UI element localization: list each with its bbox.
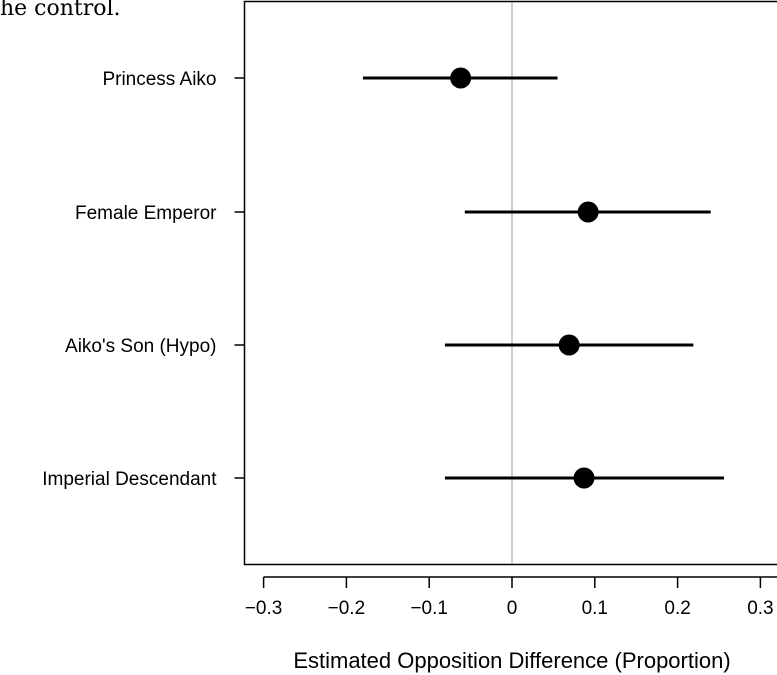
category-label-imperial-descendant: Imperial Descendant	[42, 469, 217, 490]
x-tick-label-3: 0	[507, 598, 518, 619]
category-label-aiko-s-son-hypo: Aiko's Son (Hypo)	[65, 336, 216, 357]
caption-fragment: he control.	[0, 0, 121, 21]
point-princess-aiko	[450, 67, 472, 89]
point-imperial-descendant	[573, 467, 595, 489]
plot-frame	[243, 0, 777, 566]
point-aiko-s-son-hypo	[558, 334, 580, 356]
x-axis-title: Estimated Opposition Difference (Proport…	[293, 648, 730, 673]
x-tick-label-0: −0.3	[245, 598, 283, 619]
point-female-emperor	[577, 201, 599, 223]
category-label-female-emperor: Female Emperor	[75, 203, 217, 224]
x-tick-label-4: 0.1	[582, 598, 608, 619]
x-tick-label-2: −0.1	[410, 598, 448, 619]
x-tick-label-5: 0.2	[664, 598, 690, 619]
x-tick-label-6: 0.3	[747, 598, 773, 619]
category-label-princess-aiko: Princess Aiko	[102, 69, 216, 90]
x-tick-label-1: −0.2	[328, 598, 366, 619]
